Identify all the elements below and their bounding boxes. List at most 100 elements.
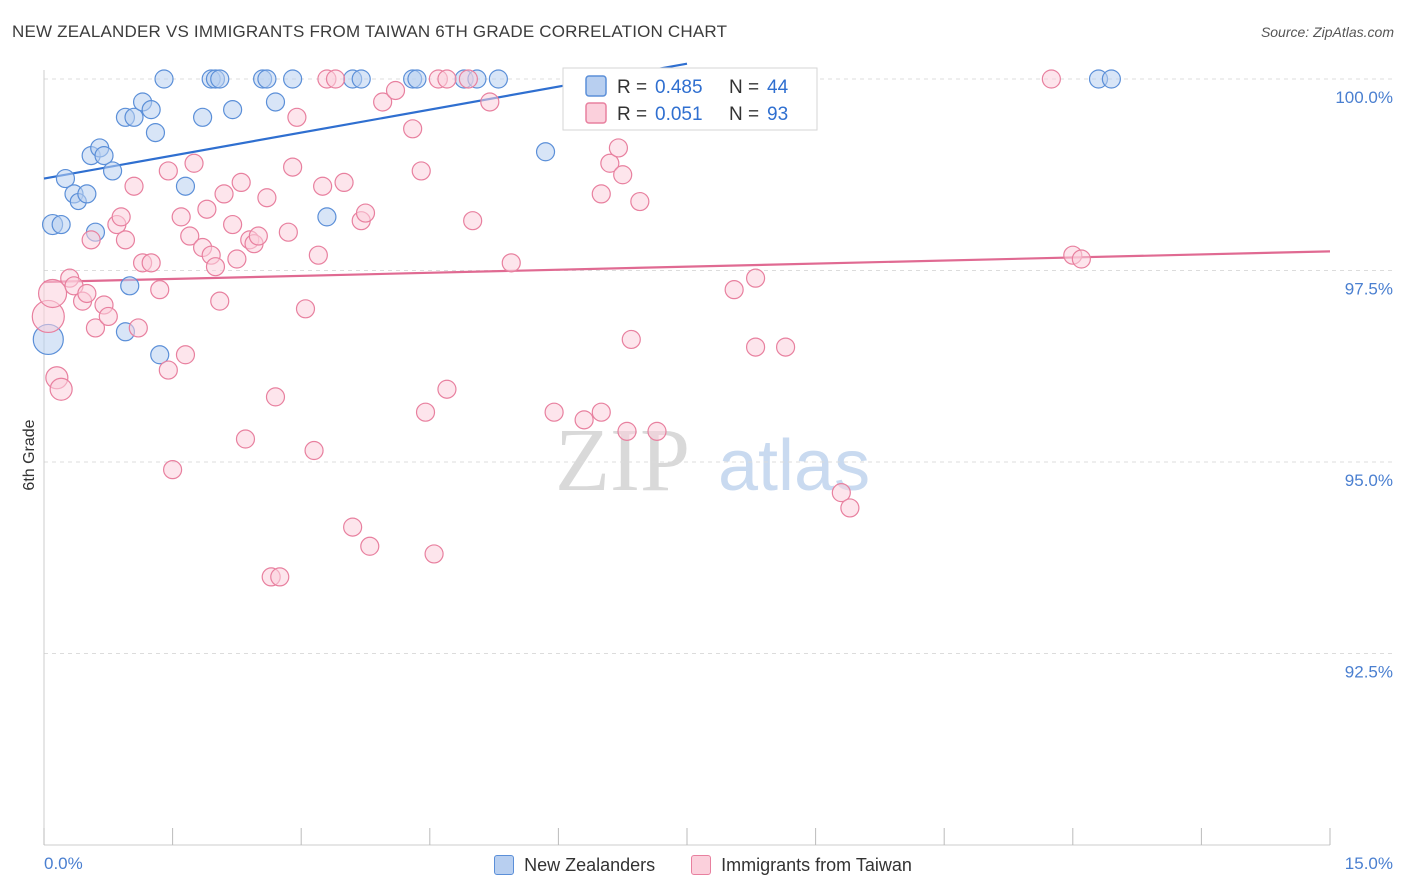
taiwan-immigrants-point — [49, 377, 73, 401]
taiwan-immigrants-point — [373, 92, 393, 112]
legend-swatch-pink — [691, 855, 712, 875]
taiwan-immigrants-point — [630, 191, 650, 212]
stats-legend-pink-swatch — [585, 102, 607, 124]
x-tick-label: 15.0% — [1345, 854, 1393, 873]
taiwan-immigrants-point — [231, 172, 251, 193]
taiwan-immigrants-point — [415, 402, 436, 422]
taiwan-immigrants-point — [278, 222, 298, 242]
taiwan-immigrants-point — [724, 280, 744, 300]
taiwan-immigrants-point — [463, 211, 483, 231]
stats-legend-pink-n-value: 93 — [767, 104, 788, 125]
legend-label-new-zealanders: New Zealanders — [524, 854, 656, 875]
y-axis-title: 6th Grade — [21, 419, 38, 490]
new-zealanders-point — [223, 100, 243, 120]
taiwan-immigrants-point — [77, 283, 97, 304]
taiwan-immigrants-point — [81, 230, 101, 250]
taiwan-immigrants-point — [184, 153, 204, 173]
taiwan-immigrants-point — [647, 421, 667, 441]
taiwan-immigrants-point — [745, 268, 766, 288]
new-zealanders-point — [488, 69, 508, 89]
stats-legend-pink-n-label: N = — [729, 104, 759, 125]
taiwan-immigrants-point — [411, 161, 431, 181]
taiwan-immigrants-trend-line — [43, 250, 1331, 284]
new-zealanders-point — [154, 69, 174, 89]
taiwan-immigrants-point — [235, 429, 256, 449]
taiwan-immigrants-point — [283, 157, 303, 177]
taiwan-immigrants-point — [600, 153, 620, 173]
legend-item-immigrants-from-taiwan: Immigrants from Taiwan — [691, 855, 912, 876]
taiwan-immigrants-point — [308, 245, 328, 265]
taiwan-immigrants-point — [424, 544, 444, 564]
taiwan-immigrants-point — [197, 199, 217, 219]
new-zealanders-point — [407, 69, 427, 89]
new-zealanders-point — [257, 69, 277, 89]
taiwan-immigrants-point — [840, 498, 860, 518]
new-zealanders-point — [141, 100, 161, 120]
taiwan-immigrants-point — [831, 483, 851, 503]
taiwan-immigrants-point — [385, 80, 406, 101]
source-credit: Source: ZipAtlas.com — [1260, 24, 1394, 40]
legend-swatch-blue — [494, 855, 515, 875]
taiwan-immigrants-point — [437, 379, 457, 399]
stats-legend-blue-r-label: R = — [617, 77, 647, 98]
taiwan-immigrants-point — [355, 203, 376, 223]
y-tick-label: 100.0% — [1335, 88, 1393, 107]
stats-legend-blue-n-label: N = — [729, 77, 759, 98]
new-zealanders-point — [120, 276, 140, 296]
legend-label-immigrants-from-taiwan: Immigrants from Taiwan — [721, 854, 912, 875]
taiwan-immigrants-point — [257, 188, 277, 208]
taiwan-immigrants-point — [158, 360, 178, 380]
series-legend: New Zealanders Immigrants from Taiwan — [0, 850, 1406, 880]
tick-labels: 100.0% 97.5% 95.0% 92.5% 0.0% 15.0% — [44, 88, 1393, 873]
new-zealanders-point — [124, 107, 144, 127]
taiwan-immigrants-point — [175, 345, 196, 365]
taiwan-immigrants-point — [37, 278, 68, 309]
taiwan-immigrants-point — [403, 119, 423, 139]
new-zealanders-point — [193, 107, 213, 127]
taiwan-immigrants-point — [180, 226, 200, 246]
new-zealanders-point — [351, 69, 371, 89]
new-zealanders-point — [102, 161, 123, 181]
taiwan-immigrants-point — [745, 337, 766, 357]
new-zealanders-point — [283, 69, 303, 89]
x-tick-label: 0.0% — [44, 854, 83, 873]
taiwan-immigrants-point — [304, 440, 324, 461]
chart-title: NEW ZEALANDER VS IMMIGRANTS FROM TAIWAN … — [12, 22, 728, 41]
taiwan-immigrants-point — [621, 329, 641, 350]
taiwan-immigrants-point — [613, 165, 633, 185]
taiwan-immigrants-point — [98, 306, 118, 327]
taiwan-immigrants-point — [608, 138, 629, 158]
taiwan-immigrants-point — [501, 253, 521, 273]
watermark: ZIP atlas — [555, 411, 870, 510]
taiwan-immigrants-point — [128, 318, 148, 338]
taiwan-immigrants-point — [205, 257, 226, 277]
taiwan-immigrants-point — [115, 230, 136, 250]
taiwan-immigrants-point — [458, 69, 478, 89]
stats-legend-pink-r-value: 0.051 — [655, 104, 703, 125]
taiwan-immigrants-point — [141, 253, 161, 273]
new-zealanders-point — [55, 168, 76, 189]
new-zealanders-point — [145, 123, 166, 143]
taiwan-immigrants-point — [111, 207, 131, 227]
new-zealanders-point — [51, 214, 71, 235]
taiwan-immigrants-point — [617, 421, 637, 441]
taiwan-immigrants-point — [313, 176, 333, 196]
taiwan-immigrants-point — [223, 214, 243, 235]
taiwan-immigrants-point — [1041, 69, 1061, 89]
stats-legend: R = 0.485 N = 44 R = 0.051 N = 93 — [562, 67, 818, 131]
taiwan-immigrants-point — [210, 291, 230, 311]
y-tick-label: 92.5% — [1345, 663, 1393, 682]
legend-item-new-zealanders: New Zealanders — [494, 855, 655, 876]
y-tick-label: 97.5% — [1345, 280, 1393, 299]
taiwan-immigrants-point — [480, 92, 500, 112]
taiwan-immigrants-point — [270, 567, 290, 587]
y-tick-label: 95.0% — [1345, 471, 1393, 490]
new-zealanders-point — [210, 69, 230, 89]
axes — [43, 70, 1331, 846]
taiwan-immigrants-point — [295, 299, 316, 319]
new-zealanders-point — [175, 176, 196, 196]
new-zealanders-point — [265, 92, 286, 112]
taiwan-immigrants-point — [437, 69, 457, 89]
gridlines — [44, 78, 1392, 654]
